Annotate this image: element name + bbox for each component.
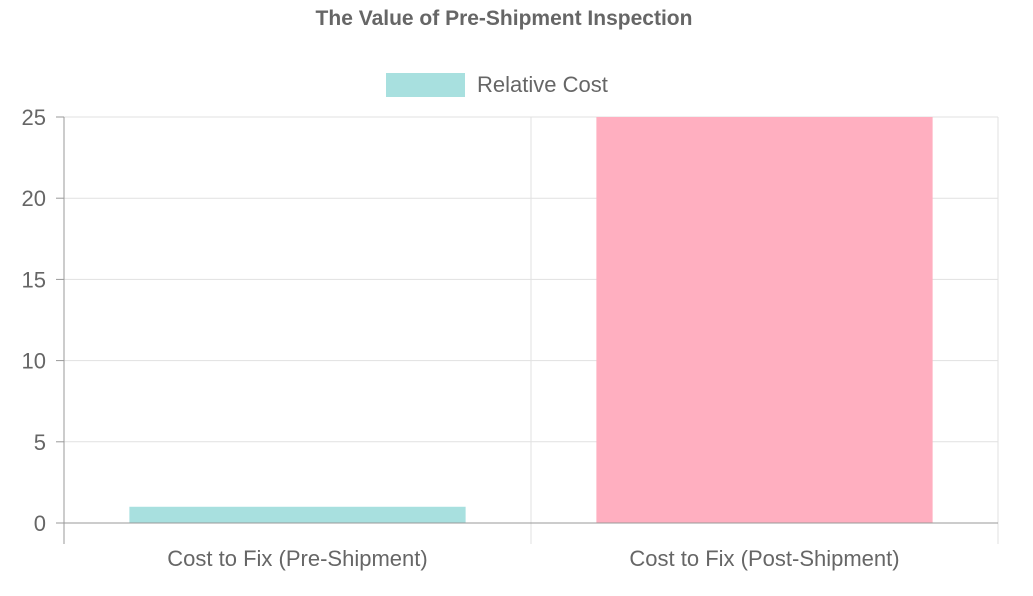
y-tick-label: 5 bbox=[34, 430, 46, 455]
y-tick-label: 20 bbox=[22, 186, 46, 211]
y-tick-label: 25 bbox=[22, 105, 46, 130]
y-tick-label: 0 bbox=[34, 511, 46, 536]
y-tick-label: 10 bbox=[22, 349, 46, 374]
x-category-label: Cost to Fix (Post-Shipment) bbox=[629, 546, 899, 571]
axes bbox=[56, 116, 998, 544]
bar[interactable] bbox=[596, 117, 933, 523]
bar[interactable] bbox=[129, 506, 466, 523]
legend[interactable]: Relative Cost bbox=[386, 72, 608, 97]
legend-swatch bbox=[386, 73, 465, 97]
chart-title: The Value of Pre-Shipment Inspection bbox=[316, 7, 693, 30]
legend-label: Relative Cost bbox=[477, 72, 608, 97]
x-category-label: Cost to Fix (Pre-Shipment) bbox=[167, 546, 427, 571]
axis-labels: 0 5 10 15 20 25 Cost to Fix (Pre-Shipment) Cost… bbox=[22, 105, 900, 571]
bars bbox=[129, 117, 933, 523]
y-tick-label: 15 bbox=[22, 267, 46, 292]
